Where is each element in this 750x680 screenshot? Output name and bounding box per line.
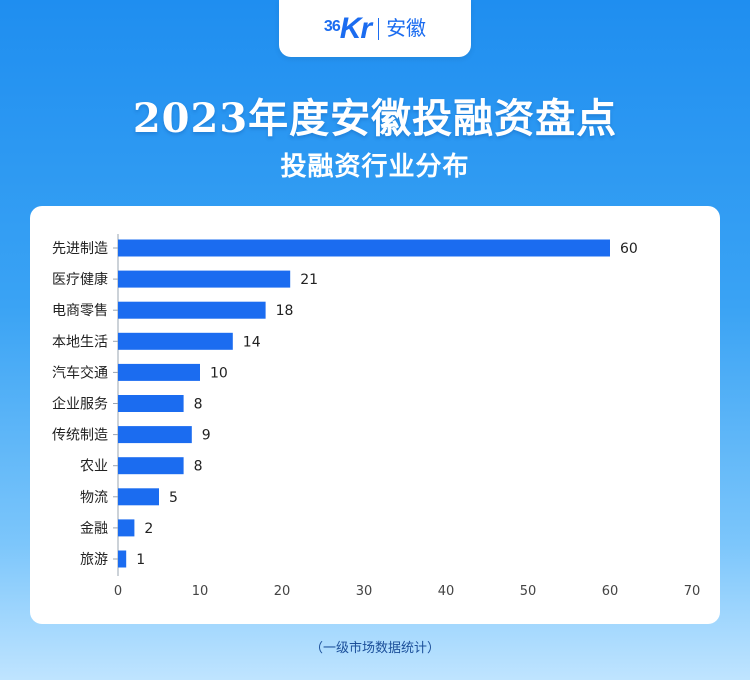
- bar: [118, 395, 184, 412]
- data-label: 1: [136, 552, 145, 568]
- x-tick-label: 70: [684, 584, 701, 599]
- logo-divider: [378, 17, 380, 40]
- bar: [118, 457, 184, 475]
- x-tick-label: 60: [602, 584, 619, 599]
- data-label: 14: [243, 334, 261, 350]
- category-label: 传统制造: [52, 428, 108, 444]
- logo-region: 安徽: [386, 17, 427, 40]
- bar: [118, 332, 233, 350]
- data-label: 5: [169, 490, 178, 506]
- data-label: 8: [194, 459, 203, 475]
- x-tick-label: 30: [356, 584, 373, 599]
- bar: [118, 426, 192, 444]
- bar: [118, 363, 200, 381]
- category-label: 企业服务: [52, 396, 108, 413]
- logo-mark: 36 Kr: [323, 11, 372, 45]
- bar: [118, 270, 291, 288]
- data-label: 8: [194, 397, 203, 413]
- logo-badge: 36 Kr 安徽: [279, 0, 471, 57]
- category-label: 先进制造: [52, 241, 108, 257]
- category-label: 电商零售: [52, 303, 108, 319]
- page-title: 2023年度安徽投融资盘点: [132, 95, 618, 142]
- data-label: 10: [210, 365, 228, 381]
- x-tick-label: 40: [438, 584, 455, 599]
- x-tick-label: 50: [520, 584, 537, 599]
- page-subtitle: 投融资行业分布: [280, 152, 470, 182]
- x-tick-label: 10: [192, 584, 209, 599]
- data-label: 21: [300, 272, 318, 288]
- category-label: 汽车交通: [52, 364, 108, 381]
- data-label: 60: [620, 241, 638, 257]
- logo-mark-large: Kr: [339, 11, 372, 45]
- bar: [118, 488, 159, 506]
- chart-card: 先进制造 60 医疗健康 21 电商零售 18 本地生活 14 汽车交通 10 企业服务 8 传统制造 9…: [30, 206, 720, 624]
- bar: [118, 550, 127, 568]
- category-label: 旅游: [80, 552, 108, 568]
- category-label: 医疗健康: [52, 271, 108, 288]
- data-label: 18: [276, 303, 294, 319]
- data-label: 2: [144, 521, 153, 537]
- x-tick-label: 0: [114, 584, 122, 599]
- logo-mark-small: 36: [323, 17, 341, 35]
- bar: [118, 519, 135, 537]
- footnote: （一级市场数据统计）: [309, 641, 440, 656]
- bar: [118, 301, 266, 319]
- category-label: 物流: [80, 490, 108, 506]
- category-label: 本地生活: [52, 334, 108, 350]
- category-label: 农业: [80, 459, 108, 475]
- bar: [118, 239, 610, 257]
- data-label: 9: [202, 428, 211, 444]
- category-label: 金融: [80, 521, 108, 537]
- x-tick-label: 20: [274, 584, 291, 599]
